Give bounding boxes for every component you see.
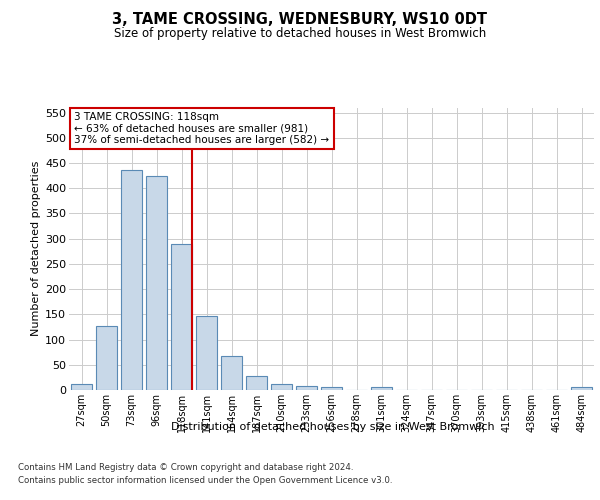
Bar xyxy=(171,244,192,390)
Bar xyxy=(246,376,267,390)
Text: 3 TAME CROSSING: 118sqm
← 63% of detached houses are smaller (981)
37% of semi-d: 3 TAME CROSSING: 118sqm ← 63% of detache… xyxy=(74,112,329,145)
Bar xyxy=(96,326,117,390)
Text: Distribution of detached houses by size in West Bromwich: Distribution of detached houses by size … xyxy=(171,422,495,432)
Bar xyxy=(71,384,92,390)
Bar xyxy=(146,176,167,390)
Bar xyxy=(271,384,292,390)
Bar xyxy=(371,388,392,390)
Bar xyxy=(296,386,317,390)
Bar xyxy=(121,170,142,390)
Text: Contains public sector information licensed under the Open Government Licence v3: Contains public sector information licen… xyxy=(18,476,392,485)
Bar xyxy=(221,356,242,390)
Bar xyxy=(571,388,592,390)
Bar xyxy=(196,316,217,390)
Text: Contains HM Land Registry data © Crown copyright and database right 2024.: Contains HM Land Registry data © Crown c… xyxy=(18,462,353,471)
Text: 3, TAME CROSSING, WEDNESBURY, WS10 0DT: 3, TAME CROSSING, WEDNESBURY, WS10 0DT xyxy=(113,12,487,28)
Text: Size of property relative to detached houses in West Bromwich: Size of property relative to detached ho… xyxy=(114,28,486,40)
Bar xyxy=(321,388,342,390)
Y-axis label: Number of detached properties: Number of detached properties xyxy=(31,161,41,336)
